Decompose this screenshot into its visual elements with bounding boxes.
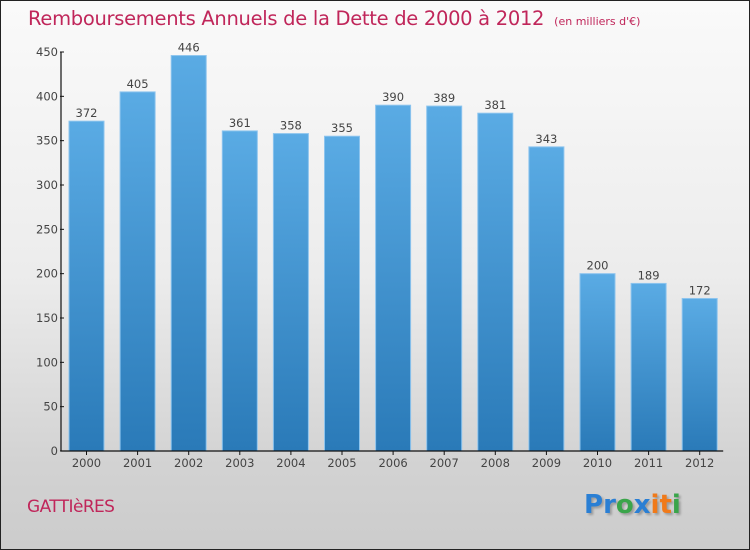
chart-subtitle: (en milliers d'€) (554, 15, 641, 28)
bars-group: 372 405 446 361 358 355 390 389 381 343 200 189 172 (68, 41, 718, 452)
value-label-2012: 172 (689, 283, 711, 297)
value-label-2005: 355 (331, 121, 353, 135)
city-name: GATTIèRES (27, 497, 115, 517)
x-tick-label-2003: 2003 (225, 456, 254, 470)
logo-letter: r (603, 490, 616, 520)
value-label-2002: 446 (178, 41, 200, 55)
bar-2010 (579, 273, 616, 452)
bar-2002 (170, 55, 207, 452)
bar-2004 (272, 133, 309, 452)
axes-group: 2000 2001 2002 2003 2004 2005 2006 2007 2008 2009… (36, 45, 724, 470)
chart-title-text: Remboursements Annuels de la Dette de 20… (28, 7, 545, 30)
y-tick-label-300: 300 (36, 178, 58, 192)
y-tick-label-350: 350 (36, 134, 58, 148)
y-tick-label-50: 50 (43, 400, 58, 414)
x-tick-label-2010: 2010 (583, 456, 612, 470)
y-tick-label-150: 150 (36, 311, 58, 325)
value-label-2006: 390 (382, 90, 404, 104)
value-label-2010: 200 (587, 259, 609, 273)
logo-letter: P (584, 490, 604, 520)
x-tick-label-2006: 2006 (378, 456, 407, 470)
x-tick-label-2005: 2005 (327, 456, 356, 470)
x-tick-label-2007: 2007 (430, 456, 459, 470)
logo-letter: i (650, 490, 660, 520)
value-label-2011: 189 (638, 268, 660, 282)
bar-2011 (630, 282, 667, 452)
bar-2012 (681, 297, 718, 452)
x-tick-label-2000: 2000 (72, 456, 101, 470)
bar-2003 (221, 130, 258, 452)
y-tick-label-250: 250 (36, 222, 58, 236)
chart-title: Remboursements Annuels de la Dette de 20… (28, 7, 640, 30)
bar-2006 (375, 104, 412, 452)
x-tick-label-2002: 2002 (174, 456, 203, 470)
value-label-2001: 405 (127, 77, 149, 91)
value-label-2009: 343 (535, 132, 557, 146)
x-tick-label-2011: 2011 (634, 456, 663, 470)
bar-2005 (324, 135, 360, 452)
value-label-2007: 389 (433, 91, 455, 105)
y-tick-label-450: 450 (36, 45, 58, 59)
value-label-2003: 361 (229, 116, 251, 130)
y-tick-label-0: 0 (51, 444, 58, 458)
logo-letter: o (615, 490, 634, 520)
proxiti-logo: Proxiti (584, 490, 681, 520)
bar-2000 (68, 120, 105, 452)
value-label-2000: 372 (76, 106, 98, 120)
value-label-2004: 358 (280, 119, 302, 133)
logo-letter: t (659, 490, 672, 520)
x-tick-label-2012: 2012 (685, 456, 714, 470)
bar-2009 (528, 146, 565, 452)
bar-2008 (477, 112, 514, 452)
x-tick-label-2009: 2009 (532, 456, 561, 470)
logo-letter: x (633, 490, 651, 520)
x-tick-label-2001: 2001 (123, 456, 152, 470)
y-tick-label-100: 100 (36, 355, 58, 369)
bar-2001 (119, 91, 156, 452)
bar-2007 (426, 105, 463, 452)
x-tick-label-2008: 2008 (481, 456, 510, 470)
logo-letter: i (671, 490, 681, 520)
y-tick-label-200: 200 (36, 267, 58, 281)
y-tick-label-400: 400 (36, 89, 58, 103)
value-label-2008: 381 (484, 98, 506, 112)
x-tick-label-2004: 2004 (276, 456, 305, 470)
